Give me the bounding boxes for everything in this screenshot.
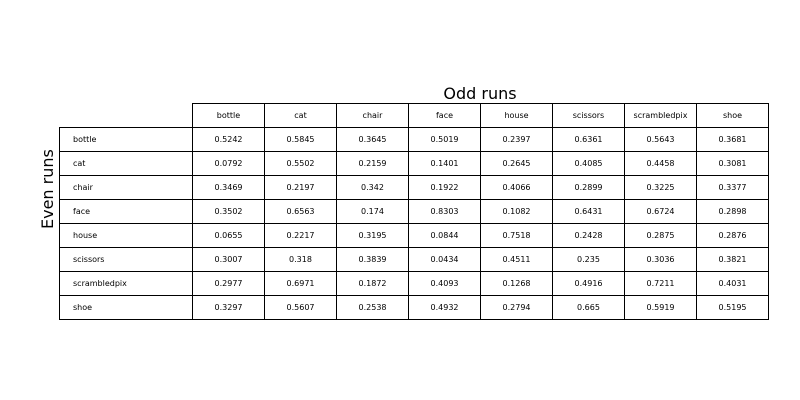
- table-cell: 0.3377: [696, 175, 769, 200]
- table-row: cat 0.0792 0.5502 0.2159 0.1401 0.2645 0.4085 0…: [59, 151, 769, 176]
- table-cell: 0.1401: [408, 151, 481, 176]
- row-header: bottle: [59, 127, 193, 152]
- table-cell: 0.6361: [552, 127, 625, 152]
- table-cell: 0.0655: [192, 223, 265, 248]
- row-header: cat: [59, 151, 193, 176]
- table-cell: 0.1268: [480, 271, 553, 296]
- column-header: bottle: [192, 103, 265, 128]
- table-cell: 0.5845: [264, 127, 337, 152]
- table-cell: 0.8303: [408, 199, 481, 224]
- table-cell: 0.5643: [624, 127, 697, 152]
- table-cell: 0.3297: [192, 295, 265, 320]
- column-header: chair: [336, 103, 409, 128]
- column-header: scissors: [552, 103, 625, 128]
- table-cell: 0.3821: [696, 247, 769, 272]
- table-cell: 0.3502: [192, 199, 265, 224]
- table-row: scissors 0.3007 0.318 0.3839 0.0434 0.4511 0.2…: [59, 247, 769, 272]
- column-header: scrambledpix: [624, 103, 697, 128]
- table-cell: 0.6431: [552, 199, 625, 224]
- table-cell: 0.5195: [696, 295, 769, 320]
- table-cell: 0.5019: [408, 127, 481, 152]
- table-cell: 0.4916: [552, 271, 625, 296]
- table-cell: 0.4031: [696, 271, 769, 296]
- table-cell: 0.4093: [408, 271, 481, 296]
- column-axis-title: Odd runs: [443, 84, 517, 103]
- table-cell: 0.342: [336, 175, 409, 200]
- table-cell: 0.4932: [408, 295, 481, 320]
- table-cell: 0.0792: [192, 151, 265, 176]
- table-cell: 0.0844: [408, 223, 481, 248]
- table-row: face 0.3502 0.6563 0.174 0.8303 0.1082 0.6431 0…: [59, 199, 769, 224]
- table-cell: 0.1872: [336, 271, 409, 296]
- table-cell: 0.6563: [264, 199, 337, 224]
- column-header: face: [408, 103, 481, 128]
- table-cell: 0.0434: [408, 247, 481, 272]
- table-cell: 0.4085: [552, 151, 625, 176]
- table-cell: 0.2876: [696, 223, 769, 248]
- row-header: shoe: [59, 295, 193, 320]
- header-row: bottle cat chair face house scissors scrambled…: [60, 103, 769, 128]
- row-header: face: [59, 199, 193, 224]
- table-cell: 0.6971: [264, 271, 337, 296]
- table-cell: 0.7211: [624, 271, 697, 296]
- table-cell: 0.3081: [696, 151, 769, 176]
- table-cell: 0.3007: [192, 247, 265, 272]
- table-cell: 0.2898: [696, 199, 769, 224]
- table-row: shoe 0.3297 0.5607 0.2538 0.4932 0.2794 0.665 0…: [59, 295, 769, 320]
- table-cell: 0.2197: [264, 175, 337, 200]
- table-cell: 0.2538: [336, 295, 409, 320]
- table-cell: 0.4066: [480, 175, 553, 200]
- table-cell: 0.5919: [624, 295, 697, 320]
- table-cell: 0.2645: [480, 151, 553, 176]
- table-cell: 0.2794: [480, 295, 553, 320]
- table-cell: 0.3036: [624, 247, 697, 272]
- table-cell: 0.5242: [192, 127, 265, 152]
- table-cell: 0.5607: [264, 295, 337, 320]
- row-header: scissors: [59, 247, 193, 272]
- table-cell: 0.3839: [336, 247, 409, 272]
- table-cell: 0.1922: [408, 175, 481, 200]
- column-header: house: [480, 103, 553, 128]
- table-row: chair 0.3469 0.2197 0.342 0.1922 0.4066 0.2899…: [59, 175, 769, 200]
- column-header: shoe: [696, 103, 769, 128]
- row-axis-title-text: Even runs: [38, 149, 57, 229]
- row-header: house: [59, 223, 193, 248]
- row-axis-title: Even runs: [38, 149, 58, 229]
- table-cell: 0.4511: [480, 247, 553, 272]
- table-cell: 0.2977: [192, 271, 265, 296]
- table-cell: 0.2428: [552, 223, 625, 248]
- table-cell: 0.3645: [336, 127, 409, 152]
- row-header: chair: [59, 175, 193, 200]
- table-cell: 0.235: [552, 247, 625, 272]
- table-row: bottle 0.5242 0.5845 0.3645 0.5019 0.2397 0.63…: [59, 127, 769, 152]
- table-cell: 0.318: [264, 247, 337, 272]
- table-cell: 0.665: [552, 295, 625, 320]
- table-cell: 0.3681: [696, 127, 769, 152]
- corner-cell: [60, 104, 193, 128]
- column-header: cat: [264, 103, 337, 128]
- correlation-table: bottle cat chair face house scissors scrambled…: [59, 103, 769, 320]
- table-row: scrambledpix 0.2977 0.6971 0.1872 0.4093 0.12…: [59, 271, 769, 296]
- table-cell: 0.3469: [192, 175, 265, 200]
- table-cell: 0.1082: [480, 199, 553, 224]
- table-row: house 0.0655 0.2217 0.3195 0.0844 0.7518 0.242…: [59, 223, 769, 248]
- table-body: bottle 0.5242 0.5845 0.3645 0.5019 0.2397 0.63…: [59, 127, 769, 320]
- table-cell: 0.5502: [264, 151, 337, 176]
- table-cell: 0.3225: [624, 175, 697, 200]
- table-cell: 0.6724: [624, 199, 697, 224]
- table-cell: 0.2159: [336, 151, 409, 176]
- table-cell: 0.2899: [552, 175, 625, 200]
- row-header: scrambledpix: [59, 271, 193, 296]
- table-cell: 0.2217: [264, 223, 337, 248]
- table-cell: 0.2397: [480, 127, 553, 152]
- table-cell: 0.3195: [336, 223, 409, 248]
- table-cell: 0.4458: [624, 151, 697, 176]
- table-cell: 0.2875: [624, 223, 697, 248]
- table-cell: 0.174: [336, 199, 409, 224]
- table-cell: 0.7518: [480, 223, 553, 248]
